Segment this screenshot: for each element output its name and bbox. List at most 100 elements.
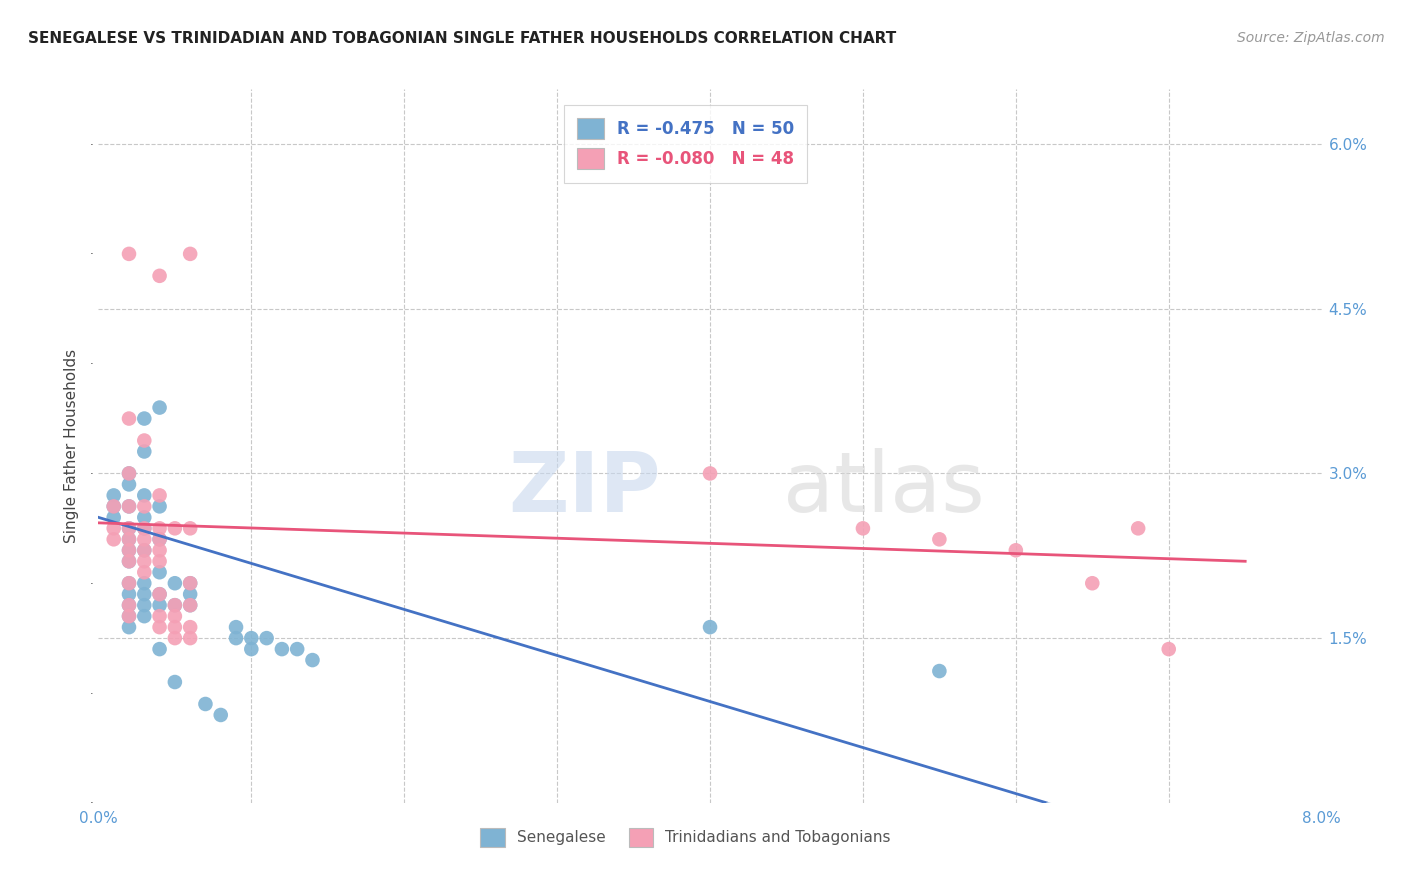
Point xyxy=(134,543,156,558)
Point xyxy=(118,533,141,547)
Point xyxy=(179,598,201,612)
Point xyxy=(1128,521,1150,535)
Point xyxy=(699,467,721,481)
Point xyxy=(103,533,125,547)
Point xyxy=(149,609,172,624)
Point xyxy=(285,642,308,657)
Point xyxy=(103,488,125,502)
Point xyxy=(149,488,172,502)
Point xyxy=(163,576,186,591)
Point xyxy=(163,521,186,535)
Point xyxy=(103,500,125,514)
Point xyxy=(149,543,172,558)
Point xyxy=(118,533,141,547)
Point xyxy=(209,708,232,723)
Point xyxy=(118,247,141,261)
Point xyxy=(179,620,201,634)
Point xyxy=(149,554,172,568)
Point xyxy=(118,500,141,514)
Point xyxy=(118,554,141,568)
Point xyxy=(179,576,201,591)
Point xyxy=(149,642,172,657)
Point xyxy=(118,500,141,514)
Point xyxy=(928,533,950,547)
Point xyxy=(118,467,141,481)
Text: SENEGALESE VS TRINIDADIAN AND TOBAGONIAN SINGLE FATHER HOUSEHOLDS CORRELATION CH: SENEGALESE VS TRINIDADIAN AND TOBAGONIAN… xyxy=(28,31,897,46)
Point xyxy=(149,533,172,547)
Point xyxy=(163,631,186,645)
Point xyxy=(118,598,141,612)
Point xyxy=(134,510,156,524)
Point xyxy=(149,521,172,535)
Point xyxy=(134,533,156,547)
Point xyxy=(134,500,156,514)
Point xyxy=(163,598,186,612)
Point xyxy=(179,631,201,645)
Point xyxy=(118,477,141,491)
Point xyxy=(179,587,201,601)
Point xyxy=(103,510,125,524)
Point xyxy=(134,554,156,568)
Point xyxy=(149,598,172,612)
Point xyxy=(118,521,141,535)
Point xyxy=(118,587,141,601)
Point xyxy=(134,566,156,580)
Point xyxy=(103,521,125,535)
Point xyxy=(134,543,156,558)
Point xyxy=(134,576,156,591)
Point xyxy=(270,642,294,657)
Point xyxy=(118,543,141,558)
Point xyxy=(134,598,156,612)
Point xyxy=(225,631,247,645)
Point xyxy=(1081,576,1104,591)
Point xyxy=(149,620,172,634)
Point xyxy=(163,609,186,624)
Point xyxy=(163,598,186,612)
Point xyxy=(118,576,141,591)
Point xyxy=(149,500,172,514)
Point xyxy=(149,587,172,601)
Point xyxy=(163,620,186,634)
Point xyxy=(118,411,141,425)
Point xyxy=(149,566,172,580)
Text: Source: ZipAtlas.com: Source: ZipAtlas.com xyxy=(1237,31,1385,45)
Point xyxy=(163,675,186,690)
Point xyxy=(118,598,141,612)
Point xyxy=(240,631,263,645)
Y-axis label: Single Father Households: Single Father Households xyxy=(65,349,79,543)
Point xyxy=(852,521,875,535)
Point xyxy=(118,467,141,481)
Point xyxy=(225,620,247,634)
Point xyxy=(256,631,278,645)
Point xyxy=(194,697,217,711)
Point xyxy=(149,268,172,283)
Point xyxy=(118,609,141,624)
Legend: Senegalese, Trinidadians and Tobagonians: Senegalese, Trinidadians and Tobagonians xyxy=(468,815,903,859)
Point xyxy=(118,554,141,568)
Text: atlas: atlas xyxy=(783,449,986,529)
Point xyxy=(118,620,141,634)
Text: ZIP: ZIP xyxy=(509,449,661,529)
Point xyxy=(134,434,156,448)
Point xyxy=(699,620,721,634)
Point xyxy=(179,521,201,535)
Point xyxy=(118,576,141,591)
Point xyxy=(240,642,263,657)
Point xyxy=(134,521,156,535)
Point xyxy=(134,609,156,624)
Point xyxy=(134,411,156,425)
Point xyxy=(179,576,201,591)
Point xyxy=(134,444,156,458)
Point xyxy=(149,533,172,547)
Point xyxy=(301,653,323,667)
Point xyxy=(103,500,125,514)
Point xyxy=(134,587,156,601)
Point xyxy=(179,598,201,612)
Point xyxy=(134,521,156,535)
Point xyxy=(149,587,172,601)
Point xyxy=(118,609,141,624)
Point xyxy=(118,543,141,558)
Point xyxy=(179,247,201,261)
Point xyxy=(1157,642,1180,657)
Point xyxy=(1004,543,1026,558)
